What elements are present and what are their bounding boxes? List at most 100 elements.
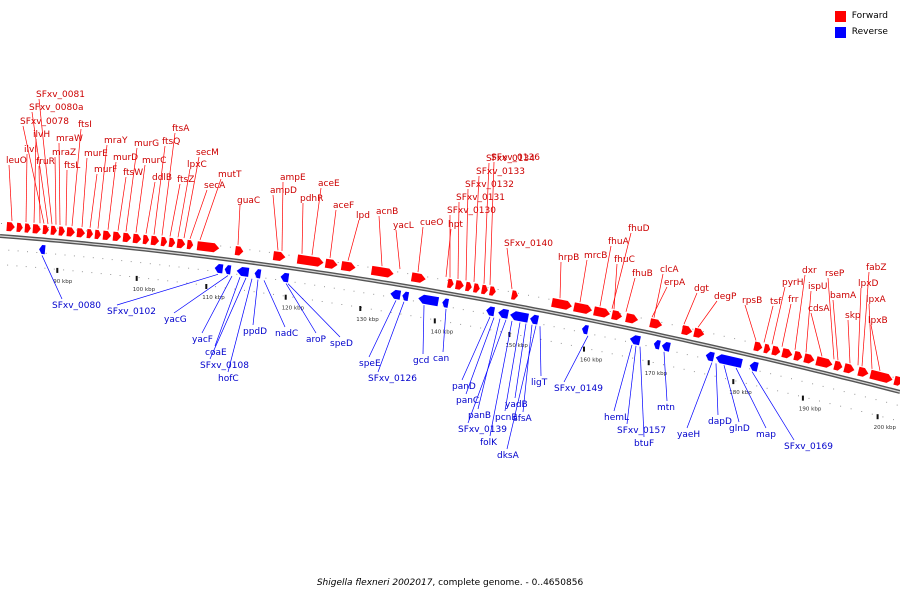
guide-dot [282, 295, 284, 297]
guide-dot [714, 375, 716, 377]
gene-label-forward: ispU [808, 282, 828, 292]
tick-mark [801, 395, 804, 401]
guide-dot [487, 287, 489, 289]
gene-label-reverse: coaE [205, 348, 227, 358]
gene-arrow [582, 325, 589, 335]
gene-label-line [8, 164, 13, 221]
gene-arrow [86, 229, 93, 239]
gene-label-line [116, 273, 219, 306]
guide-dot [480, 327, 482, 329]
gene-label-line [107, 161, 117, 230]
guide-dot [35, 266, 37, 268]
guide-dot [304, 283, 306, 285]
guide-dot [861, 411, 863, 412]
gene-arrow [234, 246, 244, 256]
gene-arrow [781, 348, 793, 359]
guide-dot [812, 383, 814, 385]
guide-dot [766, 387, 768, 389]
gene-arrow [32, 224, 41, 234]
gene-label-forward: SFxv_0134 [486, 154, 535, 164]
gene-arrow [236, 267, 250, 277]
guide-dot [538, 296, 540, 298]
gene-label-reverse: can [433, 354, 449, 364]
guide-dot [896, 404, 898, 406]
guide-dot [367, 266, 369, 268]
gene-arrow [39, 245, 46, 255]
guide-dot [167, 280, 169, 282]
gene-label-line [504, 322, 521, 412]
gene-label-forward: SFxv_0140 [504, 239, 553, 249]
gene-label-reverse: panB [468, 411, 491, 421]
guide-dot [7, 264, 9, 266]
gene-arrow [625, 313, 639, 324]
gene-label-line [209, 277, 247, 360]
guide-dot [333, 287, 335, 289]
gene-arrow [6, 222, 15, 232]
gene-label-forward: skp [845, 311, 861, 321]
guide-dot [611, 353, 613, 355]
guide-dot [735, 380, 737, 382]
guide-dot [76, 229, 78, 231]
guide-dot [351, 305, 353, 307]
gene-label-forward: fabZ [866, 263, 887, 273]
gene-arrow [530, 314, 539, 325]
gene-label-forward: mraW [56, 134, 83, 144]
guide-dot [253, 291, 255, 293]
gene-label-forward: SFxv_0078 [20, 117, 69, 127]
gene-label-forward: murG [134, 139, 159, 149]
gene-label-reverse: nadC [275, 329, 298, 339]
guide-dot [440, 320, 442, 322]
gene-label-reverse: speE [359, 359, 381, 369]
guide-dot [693, 371, 695, 373]
gene-label-reverse: hofC [218, 374, 239, 384]
guide-dot [661, 321, 663, 323]
gene-label-forward: clcA [660, 265, 679, 275]
gene-label-line [377, 301, 405, 373]
guide-dot [734, 338, 736, 340]
tick-label: 140 kbp [431, 329, 454, 335]
gene-label-reverse: pcnB [495, 413, 518, 423]
guide-dot [702, 331, 704, 333]
guide-dot [255, 276, 257, 278]
guide-dot [625, 340, 626, 342]
gene-label-line [810, 312, 823, 357]
guide-dot [168, 265, 170, 267]
gene-label-line [58, 142, 61, 226]
gene-label-line [38, 98, 53, 225]
gene-label-line [227, 278, 253, 373]
tick-label: 100 kbp [133, 287, 156, 293]
legend-forward-label: Forward [851, 11, 888, 21]
guide-dot [430, 318, 432, 320]
gene-label-line [237, 204, 241, 245]
guide-dot [621, 355, 623, 357]
tick-label: 200 kbp [874, 425, 897, 431]
guide-dot [45, 252, 47, 254]
guide-dot [770, 373, 772, 375]
gene-arrow [815, 356, 833, 368]
gene-label-forward: fhuA [608, 237, 630, 247]
gene-label-line [477, 318, 501, 410]
guide-dot [507, 290, 509, 292]
guide-dot [148, 278, 150, 280]
guide-dot [314, 284, 316, 286]
gene-label-forward: ftsQ [162, 137, 180, 147]
guide-dot [437, 278, 439, 280]
guide-dot [383, 295, 385, 297]
guide-dot [111, 259, 113, 261]
guide-dot [520, 335, 522, 336]
guide-dot [497, 289, 499, 290]
guide-dot [882, 416, 884, 418]
gene-label-forward: murD [113, 153, 138, 163]
gene-arrow [24, 223, 31, 233]
guide-dot [756, 385, 758, 387]
guide-dot [373, 293, 375, 295]
gene-label-line [81, 157, 88, 228]
guide-dot [157, 279, 159, 281]
gene-arrow [442, 298, 449, 308]
gene-label-line [539, 326, 542, 377]
guide-dot [29, 225, 31, 227]
guide-dot [244, 289, 245, 291]
gene-arrow [196, 241, 220, 253]
gene-label-forward: tsf [770, 297, 782, 307]
gene-arrow [693, 327, 705, 338]
